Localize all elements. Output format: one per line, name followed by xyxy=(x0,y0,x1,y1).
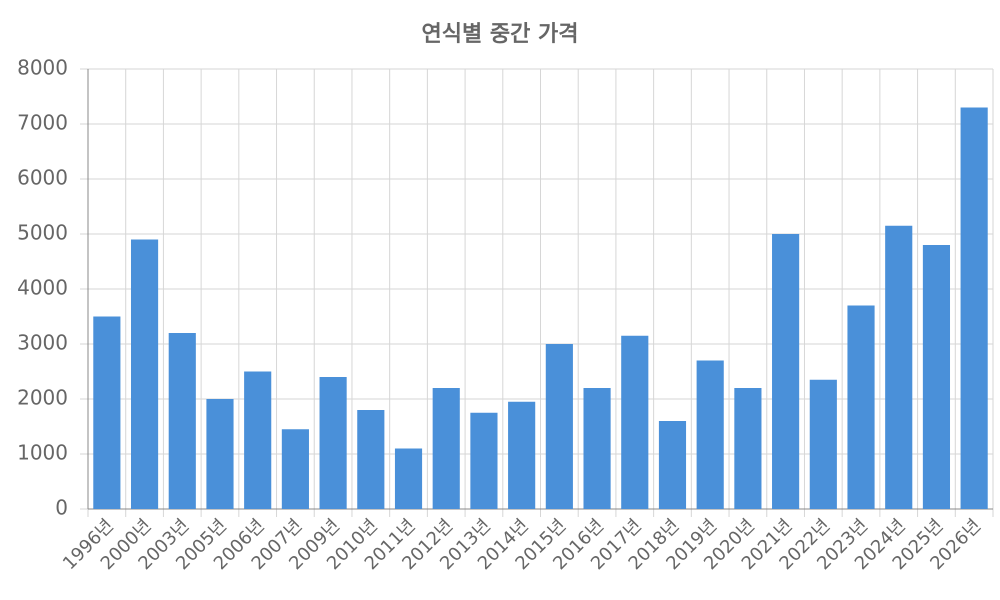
y-tick-label: 4000 xyxy=(17,276,68,300)
bar xyxy=(809,379,837,509)
bar xyxy=(168,333,196,509)
bar xyxy=(772,234,800,509)
y-tick-label: 2000 xyxy=(17,386,68,410)
bar xyxy=(847,305,875,509)
bar xyxy=(394,448,423,509)
bar xyxy=(432,388,460,509)
y-tick-label: 5000 xyxy=(17,221,68,245)
bar xyxy=(922,245,951,509)
bar xyxy=(281,429,309,509)
y-tick-label: 3000 xyxy=(17,331,68,355)
bar xyxy=(319,377,347,509)
bar xyxy=(244,371,272,509)
bar xyxy=(357,410,385,509)
bar xyxy=(130,239,159,509)
bar xyxy=(206,399,234,509)
bar xyxy=(960,107,988,509)
bar xyxy=(885,225,913,509)
y-tick-label: 1000 xyxy=(17,441,68,465)
chart-title: 연식별 중간 가격 xyxy=(422,22,579,47)
y-tick-label: 7000 xyxy=(17,111,68,135)
bar xyxy=(658,421,687,509)
bar xyxy=(470,412,498,509)
y-tick-label: 8000 xyxy=(17,56,68,80)
y-tick-label: 6000 xyxy=(17,166,68,190)
y-tick-label: 0 xyxy=(55,496,68,520)
bar xyxy=(545,344,573,509)
bar xyxy=(583,388,611,509)
bar xyxy=(621,335,649,509)
bar xyxy=(734,388,762,509)
bar xyxy=(696,360,724,509)
bar xyxy=(93,316,121,509)
bar xyxy=(508,401,536,509)
